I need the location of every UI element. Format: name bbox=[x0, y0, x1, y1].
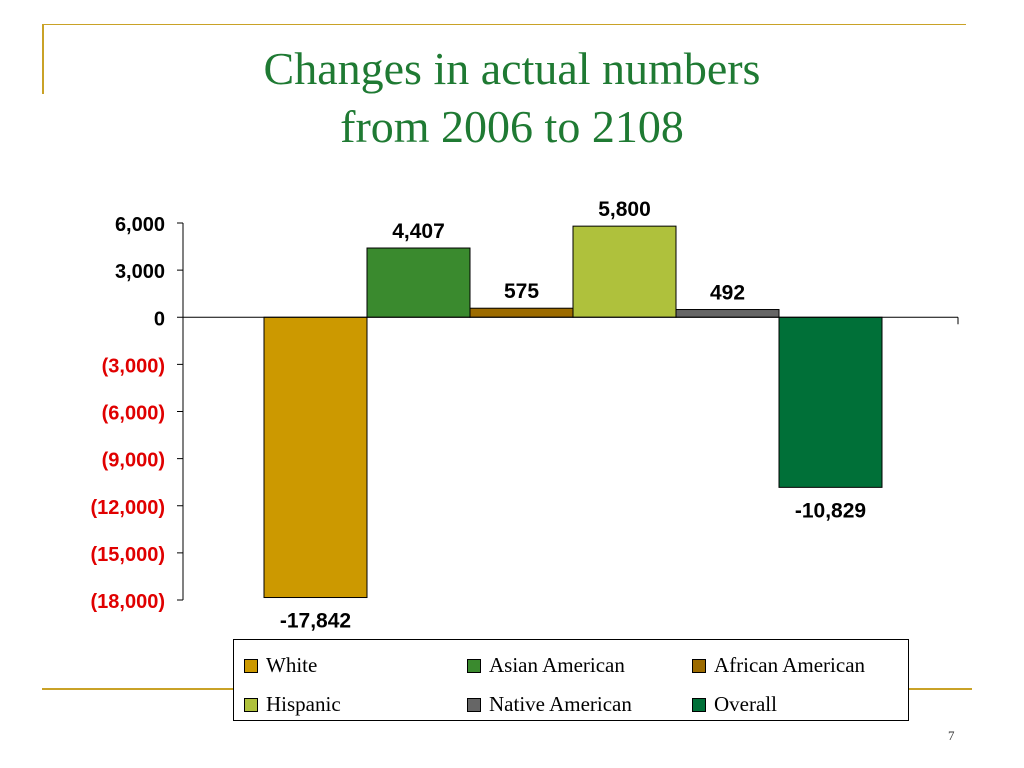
legend-label: Asian American bbox=[489, 653, 625, 677]
legend-label: Native American bbox=[489, 692, 632, 716]
legend-swatch bbox=[244, 697, 258, 712]
legend-item: Overall bbox=[692, 692, 777, 717]
legend-label: Overall bbox=[714, 692, 777, 716]
y-tick-label: (3,000) bbox=[102, 355, 165, 377]
legend-swatch bbox=[467, 697, 481, 712]
page-number: 7 bbox=[948, 728, 955, 743]
y-tick-label: (18,000) bbox=[91, 591, 166, 613]
accent-vertical-line bbox=[42, 24, 44, 94]
data-label: 492 bbox=[710, 282, 745, 305]
y-tick-label: 0 bbox=[154, 308, 165, 330]
y-tick-label: (6,000) bbox=[102, 403, 165, 425]
y-tick-label: 3,000 bbox=[115, 261, 165, 283]
legend-swatch bbox=[244, 658, 258, 673]
legend-item: White bbox=[244, 653, 317, 678]
bar bbox=[469, 307, 574, 318]
accent-top-line bbox=[42, 24, 966, 25]
data-label: -10,829 bbox=[795, 499, 866, 522]
chart-legend: White Asian American African American Hispa… bbox=[233, 639, 909, 721]
legend-swatch bbox=[692, 658, 706, 673]
y-tick-label: (15,000) bbox=[91, 544, 166, 566]
bar bbox=[263, 316, 368, 599]
legend-item: Hispanic bbox=[244, 692, 341, 717]
y-tick-label: 6,000 bbox=[115, 214, 165, 236]
bar bbox=[675, 309, 780, 318]
bar bbox=[572, 225, 677, 318]
legend-label: White bbox=[266, 653, 318, 677]
title-line-2: from 2006 to 2108 bbox=[340, 101, 684, 152]
y-tick-label: (12,000) bbox=[91, 497, 166, 519]
legend-item: Native American bbox=[467, 692, 632, 717]
data-label: 4,407 bbox=[392, 220, 445, 243]
bar bbox=[778, 316, 883, 488]
legend-item: African American bbox=[692, 653, 865, 678]
legend-item: Asian American bbox=[467, 653, 625, 678]
legend-label: Hispanic bbox=[266, 692, 341, 716]
title-line-1: Changes in actual numbers bbox=[263, 43, 761, 94]
bar bbox=[366, 247, 471, 318]
data-label: 575 bbox=[504, 280, 539, 303]
y-tick-label: (9,000) bbox=[102, 450, 165, 472]
data-label: 5,800 bbox=[598, 198, 651, 221]
legend-swatch bbox=[467, 658, 481, 673]
legend-swatch bbox=[692, 697, 706, 712]
data-label: -17,842 bbox=[280, 610, 351, 633]
legend-label: African American bbox=[714, 653, 866, 677]
slide-title: Changes in actual numbers from 2006 to 2… bbox=[0, 40, 1024, 156]
